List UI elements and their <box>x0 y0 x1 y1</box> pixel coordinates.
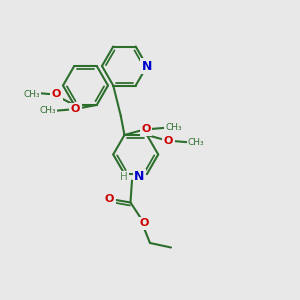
Text: O: O <box>105 194 114 205</box>
Text: O: O <box>141 124 151 134</box>
Text: O: O <box>70 104 80 115</box>
Text: CH₃: CH₃ <box>188 138 205 147</box>
Text: N: N <box>134 170 145 184</box>
Text: N: N <box>142 59 152 73</box>
Text: O: O <box>52 89 61 100</box>
Text: H: H <box>120 172 128 182</box>
Text: CH₃: CH₃ <box>39 106 56 116</box>
Text: CH₃: CH₃ <box>23 90 40 99</box>
Text: CH₃: CH₃ <box>165 123 182 132</box>
Text: O: O <box>139 218 149 229</box>
Text: O: O <box>164 136 173 146</box>
